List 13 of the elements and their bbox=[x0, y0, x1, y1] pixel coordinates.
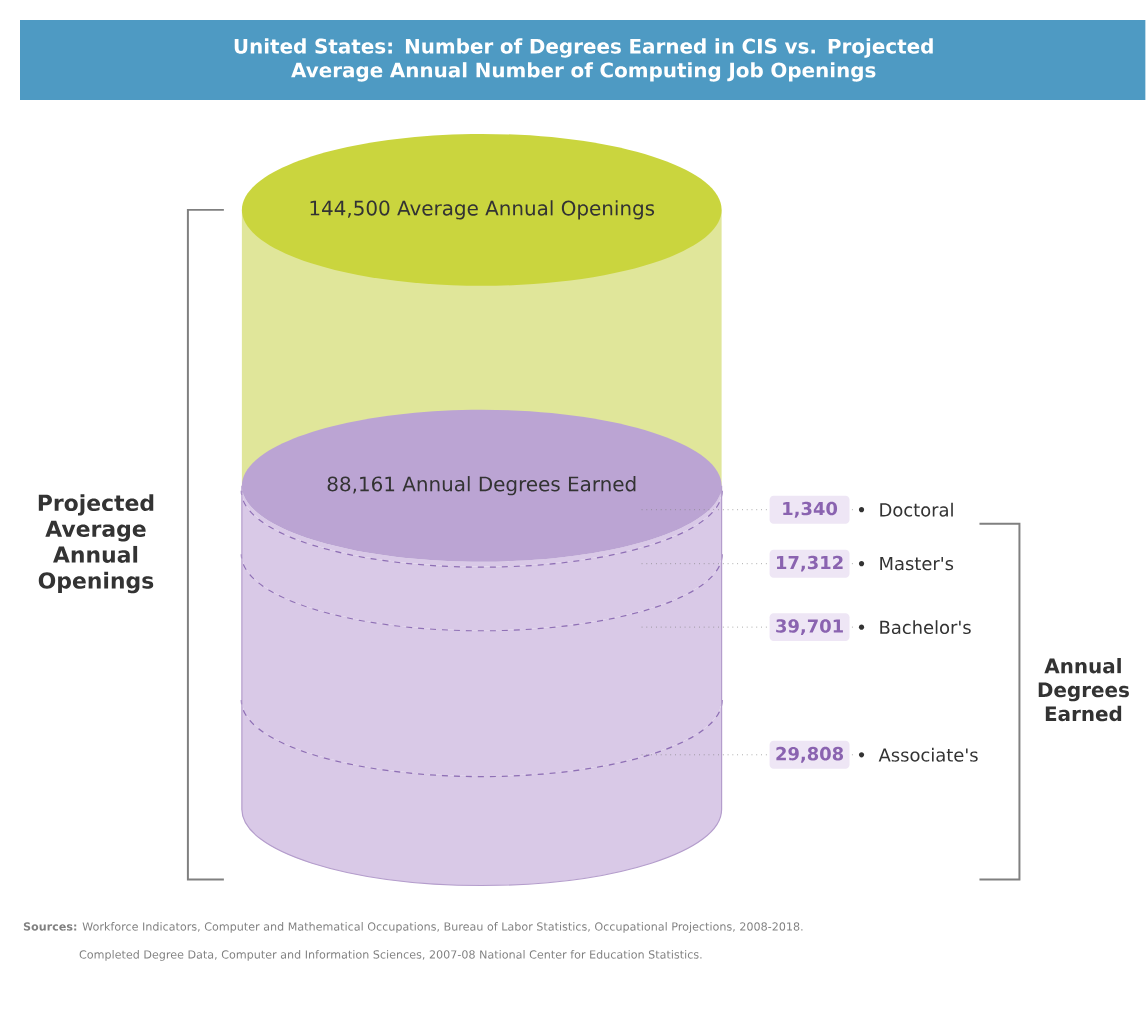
category-label: Bachelor's bbox=[880, 620, 971, 635]
category-label: Doctoral bbox=[880, 503, 953, 517]
text: Projected Average Annual Openings bbox=[38, 494, 154, 594]
data-label: 17,312 bbox=[777, 556, 843, 572]
data-label: 1,340 bbox=[783, 502, 838, 518]
text: Annual Degrees Earned bbox=[1038, 658, 1129, 722]
category-label: Master's bbox=[880, 557, 954, 571]
text: United States: Number of Degrees Earned in CIS vs. Projected Average Annual Number of Computing Job Openings bbox=[234, 38, 933, 82]
data-label: 29,808 bbox=[776, 747, 844, 764]
text: 144,500 Average Annual Openings bbox=[310, 200, 655, 220]
data-label: 39,701 bbox=[776, 619, 843, 636]
category-label: Associate's bbox=[878, 748, 978, 762]
text: 88,161 Annual Degrees Earned bbox=[327, 476, 636, 496]
